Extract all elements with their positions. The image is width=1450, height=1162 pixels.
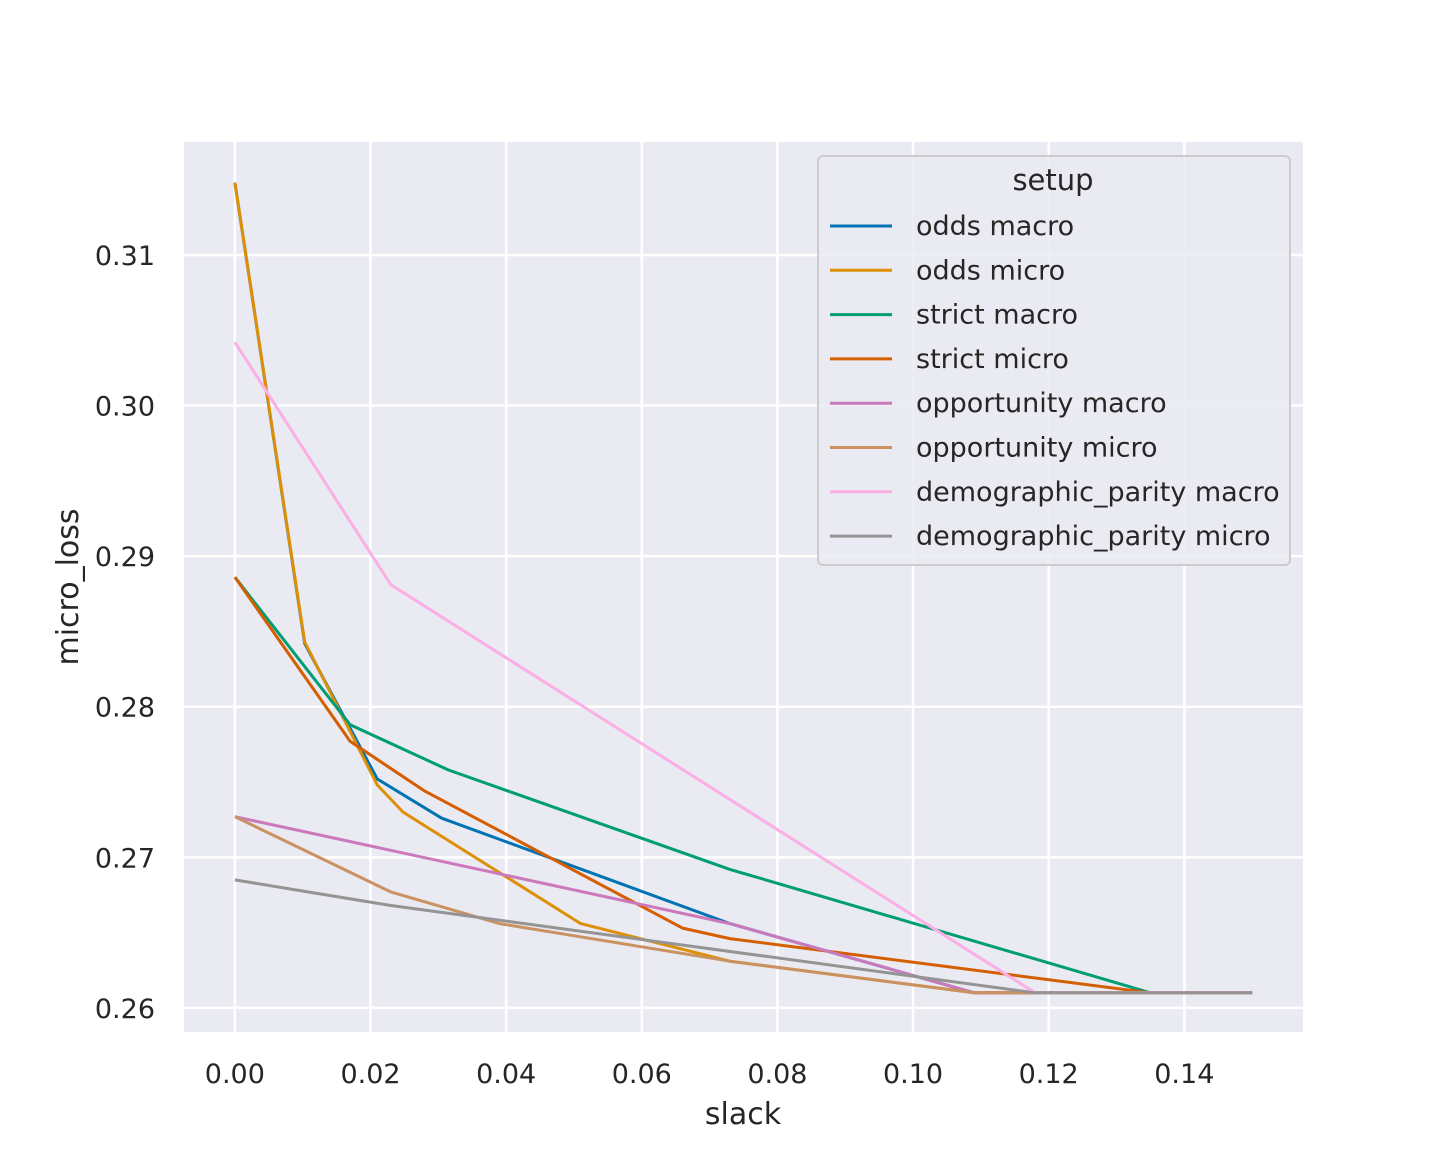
- x-axis-label: slack: [705, 1097, 782, 1132]
- legend-label-odds-macro: odds macro: [916, 211, 1074, 242]
- x-tick-label: 0.12: [1019, 1059, 1079, 1090]
- y-tick-label: 0.29: [95, 542, 155, 573]
- y-axis-label: micro_loss: [51, 508, 86, 665]
- series-lines: [233, 182, 1253, 995]
- x-tick-label: 0.00: [205, 1059, 265, 1090]
- legend-box: [817, 155, 1291, 566]
- legend-label-demographic-parity-micro: demographic_parity micro: [916, 521, 1271, 552]
- legend-label-odds-micro: odds micro: [916, 255, 1065, 286]
- legend: setup odds macro odds micro strict macro st…: [817, 155, 1291, 566]
- y-tick-label: 0.26: [95, 994, 155, 1025]
- legend-label-opportunity-micro: opportunity micro: [916, 433, 1158, 464]
- y-tick-label: 0.31: [95, 241, 155, 272]
- y-tick-label: 0.28: [95, 693, 155, 724]
- legend-label-opportunity-macro: opportunity macro: [916, 388, 1167, 419]
- x-tick-label: 0.08: [747, 1059, 807, 1090]
- x-tick-labels: 0.00 0.02 0.04 0.06 0.08 0.10 0.12 0.14: [205, 1059, 1215, 1090]
- x-tick-label: 0.04: [476, 1059, 536, 1090]
- series-line-demographic-parity-micro: [234, 878, 1253, 995]
- x-tick-label: 0.06: [612, 1059, 672, 1090]
- legend-label-strict-micro: strict micro: [916, 344, 1069, 375]
- x-tick-label: 0.02: [340, 1059, 400, 1090]
- y-tick-label: 0.30: [95, 392, 155, 423]
- legend-label-demographic-parity-macro: demographic_parity macro: [916, 477, 1280, 508]
- x-tick-label: 0.10: [883, 1059, 943, 1090]
- legend-title: setup: [1012, 163, 1093, 197]
- y-tick-label: 0.27: [95, 843, 155, 874]
- x-tick-label: 0.14: [1154, 1059, 1214, 1090]
- y-tick-labels: 0.26 0.27 0.28 0.29 0.30 0.31: [95, 241, 155, 1025]
- legend-label-strict-macro: strict macro: [916, 300, 1078, 331]
